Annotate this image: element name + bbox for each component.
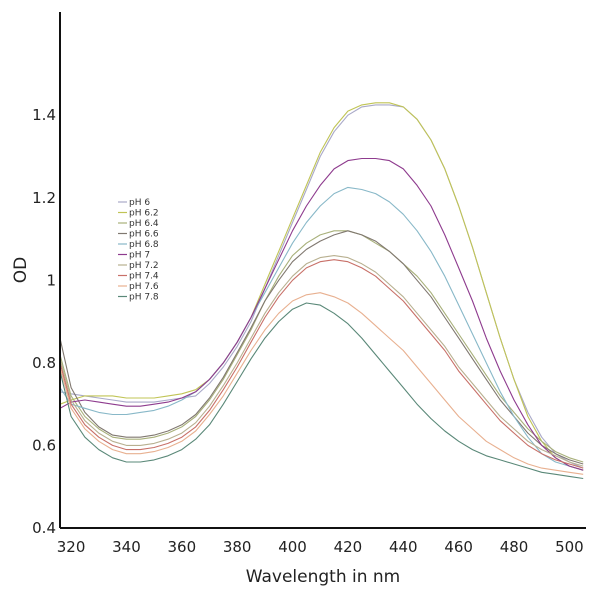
legend-label: pH 6.2 — [129, 209, 159, 219]
x-axis-title: Wavelength in nm — [246, 567, 401, 587]
x-tick-label: 400 — [278, 538, 307, 556]
legend-label: pH 6.4 — [129, 219, 159, 229]
x-tick-label: 500 — [555, 538, 584, 556]
x-tick-label: 320 — [57, 538, 86, 556]
series-line-pH-6_2 — [59, 102, 584, 471]
series-line-pH-7_4 — [59, 259, 584, 469]
series-line-pH-6_8 — [59, 186, 584, 471]
x-tick-label: 440 — [389, 538, 418, 556]
y-axis-title: OD — [11, 257, 31, 283]
series-line-pH-6_6 — [59, 230, 584, 465]
legend-label: pH 7.6 — [129, 282, 159, 292]
x-tick-label: 480 — [500, 538, 529, 556]
y-tick-label: 1 — [46, 271, 56, 289]
y-tick-label: 0.8 — [32, 354, 56, 372]
series-line-pH-7_6 — [59, 292, 584, 475]
legend-label: pH 7.4 — [129, 272, 159, 282]
legend-label: pH 7 — [129, 251, 150, 261]
y-tick-label: 0.4 — [32, 519, 56, 537]
series-layer — [59, 102, 584, 480]
series-line-pH-7_8 — [59, 302, 584, 480]
y-tick-label: 1.2 — [32, 189, 56, 207]
x-tick-label: 380 — [223, 538, 252, 556]
series-line-pH-6_4 — [59, 230, 584, 463]
x-tick-label: 460 — [444, 538, 473, 556]
legend-label: pH 7.2 — [129, 261, 159, 271]
series-line-pH-7_2 — [59, 255, 584, 467]
legend-label: pH 6 — [129, 198, 150, 208]
x-tick-label: 420 — [334, 538, 363, 556]
y-tick-label: 0.6 — [32, 436, 56, 454]
x-tick-labels: 320 340 360 380 400 420 440 460 480 500 — [57, 538, 584, 556]
y-tick-labels: 0.4 0.6 0.8 1 1.2 1.4 — [32, 106, 56, 537]
x-tick-label: 360 — [167, 538, 196, 556]
legend-label: pH 7.8 — [129, 293, 159, 303]
legend-label: pH 6.6 — [129, 230, 159, 240]
legend-label: pH 6.8 — [129, 240, 159, 250]
x-tick-label: 340 — [112, 538, 141, 556]
y-tick-label: 1.4 — [32, 106, 56, 124]
series-line-pH-7 — [59, 157, 584, 471]
legend: pH 6pH 6.2pH 6.4pH 6.6pH 6.8pH 7pH 7.2pH… — [118, 198, 159, 303]
